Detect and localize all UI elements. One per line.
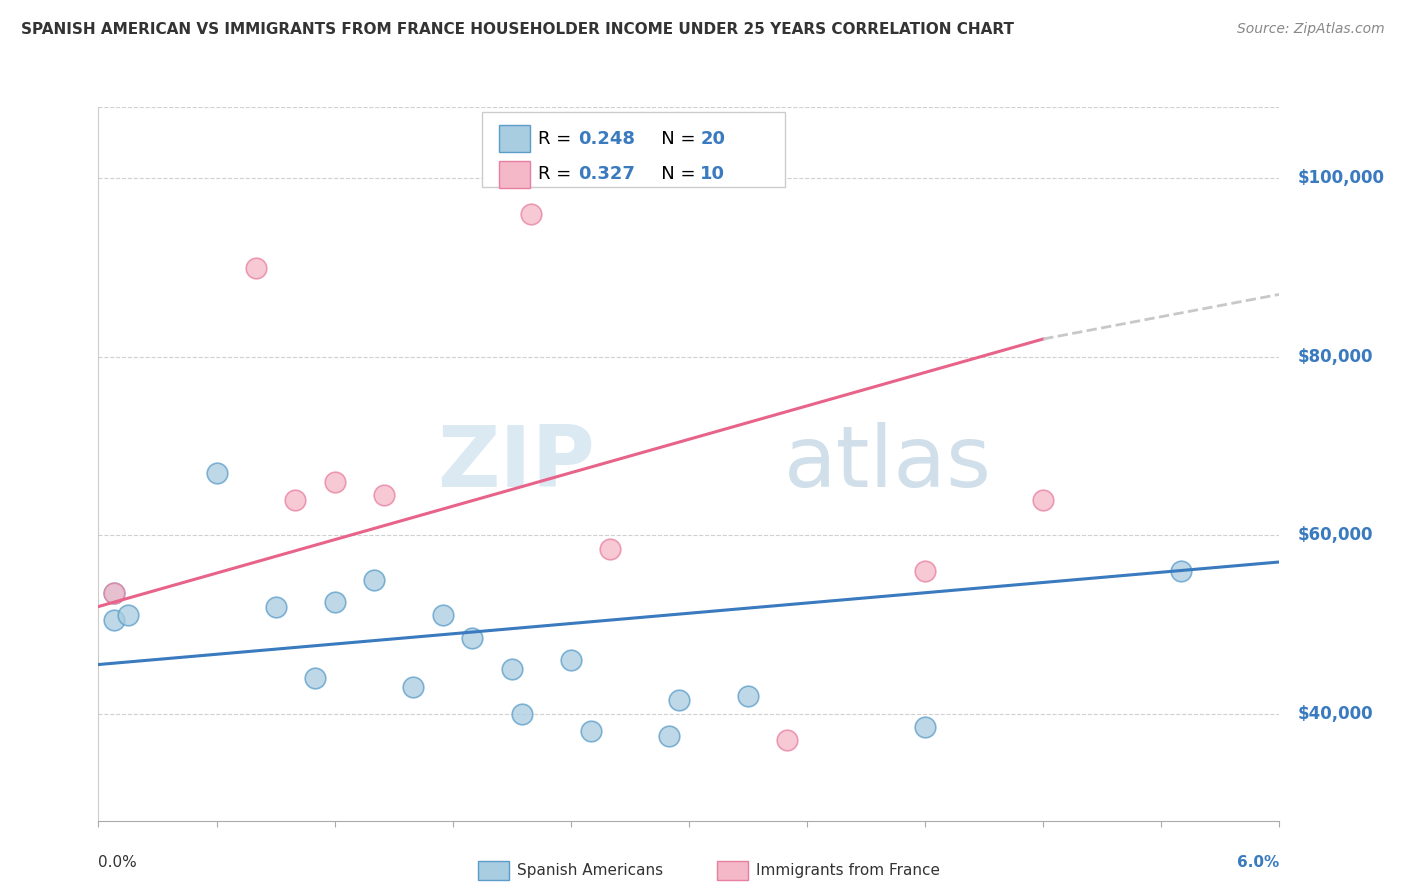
Point bbox=[579, 724, 602, 739]
Point bbox=[1032, 492, 1054, 507]
Point bbox=[501, 662, 523, 676]
Point bbox=[103, 613, 125, 627]
Text: ZIP: ZIP bbox=[437, 422, 595, 506]
Point bbox=[461, 631, 484, 645]
Point bbox=[776, 733, 799, 747]
Point bbox=[402, 680, 425, 694]
Point bbox=[323, 475, 346, 489]
Point bbox=[205, 466, 228, 480]
Text: Spanish Americans: Spanish Americans bbox=[517, 863, 664, 878]
Text: 0.248: 0.248 bbox=[578, 129, 636, 147]
Point bbox=[284, 492, 307, 507]
Point bbox=[914, 720, 936, 734]
Point bbox=[304, 671, 326, 685]
Text: $80,000: $80,000 bbox=[1298, 348, 1374, 366]
Point bbox=[323, 595, 346, 609]
Text: Source: ZipAtlas.com: Source: ZipAtlas.com bbox=[1237, 22, 1385, 37]
Text: 20: 20 bbox=[700, 129, 725, 147]
Text: 6.0%: 6.0% bbox=[1237, 855, 1279, 870]
Point bbox=[658, 729, 681, 743]
Point bbox=[373, 488, 395, 502]
Text: $100,000: $100,000 bbox=[1298, 169, 1385, 187]
Point bbox=[103, 586, 125, 600]
Text: N =: N = bbox=[644, 129, 702, 147]
Point bbox=[668, 693, 690, 707]
Point bbox=[510, 706, 533, 721]
Text: R =: R = bbox=[538, 129, 578, 147]
Text: 0.0%: 0.0% bbox=[98, 855, 138, 870]
Point bbox=[520, 207, 543, 221]
Text: N =: N = bbox=[644, 165, 702, 183]
Point bbox=[737, 689, 759, 703]
Text: 0.327: 0.327 bbox=[578, 165, 634, 183]
Text: $40,000: $40,000 bbox=[1298, 705, 1374, 723]
Point bbox=[599, 541, 621, 556]
Text: $60,000: $60,000 bbox=[1298, 526, 1374, 544]
Point bbox=[264, 599, 287, 614]
Text: 10: 10 bbox=[700, 165, 725, 183]
Text: atlas: atlas bbox=[783, 422, 991, 506]
Point bbox=[363, 573, 385, 587]
Point bbox=[560, 653, 582, 667]
Text: SPANISH AMERICAN VS IMMIGRANTS FROM FRANCE HOUSEHOLDER INCOME UNDER 25 YEARS COR: SPANISH AMERICAN VS IMMIGRANTS FROM FRAN… bbox=[21, 22, 1014, 37]
Text: R =: R = bbox=[538, 165, 578, 183]
Point bbox=[245, 260, 267, 275]
Text: Immigrants from France: Immigrants from France bbox=[756, 863, 941, 878]
Point bbox=[117, 608, 139, 623]
Point bbox=[432, 608, 454, 623]
Point bbox=[1170, 564, 1192, 578]
Point bbox=[103, 586, 125, 600]
Point bbox=[914, 564, 936, 578]
